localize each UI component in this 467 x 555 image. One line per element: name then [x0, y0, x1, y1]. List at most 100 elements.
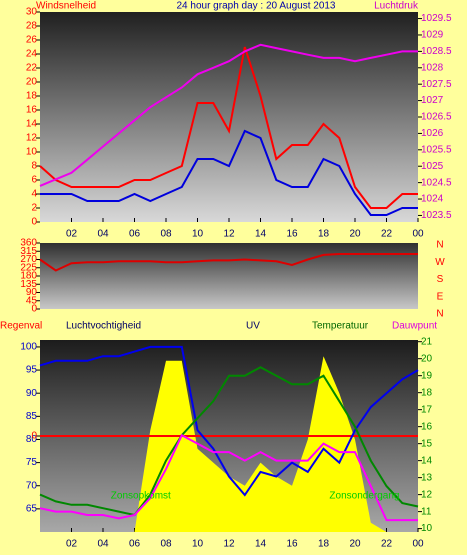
plot-area — [40, 12, 418, 222]
direction-label: E — [437, 291, 444, 302]
y-tick-label: 360 — [20, 238, 37, 249]
y-tick-label: 0 — [31, 304, 37, 315]
y2-tick-label: 1028.5 — [421, 46, 452, 57]
y-tick-label: 135 — [20, 279, 37, 290]
y2-tick-label: 1027.5 — [421, 79, 452, 90]
y3-tick-label: 0 — [31, 431, 37, 442]
line — [39, 345, 419, 497]
y2-tick-label: 12 — [421, 489, 433, 500]
y-tick-label: 65 — [26, 504, 38, 515]
x-tick-label: 10 — [192, 229, 204, 240]
line — [39, 253, 418, 272]
x-tick-label: 10 — [192, 539, 204, 550]
y2-tick-label: 15 — [421, 438, 433, 449]
direction-label: N — [436, 240, 443, 251]
y-tick-label: 95 — [26, 365, 38, 376]
y-tick-label: 4 — [31, 189, 37, 200]
y2-axis-label: Luchtdruk — [374, 1, 419, 12]
y2-tick-label: 19 — [421, 370, 433, 381]
y2-tick-label: 14 — [421, 455, 433, 466]
y-tick-label: 10 — [26, 147, 38, 158]
x-tick-label: 12 — [223, 229, 235, 240]
x-tick-label: 04 — [97, 539, 109, 550]
x-tick-label: 04 — [97, 229, 109, 240]
y-tick-label: 180 — [20, 271, 37, 282]
y2-tick-label: 1026 — [421, 128, 444, 139]
x-tick-label: 16 — [286, 539, 298, 550]
y-tick-label: 16 — [26, 105, 38, 116]
x-tick-label: 20 — [349, 229, 361, 240]
x-tick-label: 08 — [160, 539, 172, 550]
y2-tick-label: 1025 — [421, 161, 444, 172]
y2-tick-label: 20 — [421, 353, 433, 364]
y-tick-label: 85 — [26, 411, 38, 422]
y2-tick-label: 21 — [421, 336, 433, 347]
annotation: Zonsopkomst — [111, 491, 171, 502]
y-tick-label: 24 — [26, 49, 38, 60]
line — [39, 366, 419, 517]
x-tick-label: 18 — [318, 539, 330, 550]
y-tick-label: 75 — [26, 457, 38, 468]
y2-tick-label: 16 — [421, 421, 433, 432]
y-tick-label: 28 — [26, 21, 38, 32]
y2-tick-label: 1024 — [421, 194, 444, 205]
line — [39, 43, 418, 187]
plot-area — [40, 243, 418, 309]
annotation: Zonsondergang — [329, 491, 399, 502]
x-tick-label: 06 — [129, 229, 141, 240]
y2-tick-label: 1026.5 — [421, 112, 452, 123]
y-tick-label: 45 — [26, 295, 38, 306]
x-tick-label: 14 — [255, 229, 267, 240]
x-tick-label: 02 — [66, 229, 78, 240]
chart-title: 24 hour graph day : 20 August 2013 — [176, 1, 335, 12]
x-tick-label: 14 — [255, 539, 267, 550]
x-tick-label: 22 — [381, 229, 393, 240]
y2-tick-label: 17 — [421, 404, 433, 415]
line — [39, 433, 418, 522]
y-tick-label: 26 — [26, 35, 38, 46]
x-tick-label: 00 — [412, 539, 424, 550]
line — [39, 46, 418, 209]
x-tick-label: 22 — [381, 539, 393, 550]
area — [40, 356, 418, 532]
y-axis-label: Windsnelheid — [36, 1, 96, 12]
y-tick-label: 6 — [31, 175, 37, 186]
legend-entry: Dauwpunt — [392, 321, 437, 332]
y-tick-label: 12 — [26, 133, 38, 144]
direction-label: S — [437, 274, 444, 285]
y2-tick-label: 1028 — [421, 62, 444, 73]
y-tick-label: 18 — [26, 91, 38, 102]
x-tick-label: 12 — [223, 539, 235, 550]
y-tick-label: 2 — [31, 203, 37, 214]
y2-tick-label: 1029.5 — [421, 13, 452, 24]
y-tick-label: 90 — [26, 287, 38, 298]
x-tick-label: 16 — [286, 229, 298, 240]
y2-tick-label: 1025.5 — [421, 144, 452, 155]
y-tick-label: 270 — [20, 254, 37, 265]
y2-tick-label: 10 — [421, 523, 433, 534]
y-tick-label: 30 — [26, 7, 38, 18]
x-tick-label: 02 — [66, 539, 78, 550]
direction-label: N — [436, 309, 443, 320]
y-tick-label: 22 — [26, 63, 38, 74]
y-tick-label: 14 — [26, 119, 38, 130]
y2-tick-label: 1024.5 — [421, 177, 452, 188]
y-tick-label: 8 — [31, 161, 37, 172]
y-tick-label: 80 — [26, 434, 38, 445]
y-tick-label: 0 — [31, 217, 37, 228]
y-tick-label: 100 — [20, 342, 37, 353]
x-tick-label: 08 — [160, 229, 172, 240]
x-tick-label: 18 — [318, 229, 330, 240]
y-tick-label: 315 — [20, 246, 37, 257]
y2-tick-label: 11 — [421, 506, 432, 517]
legend-entry: Luchtvochtigheid — [66, 321, 141, 332]
y2-tick-label: 13 — [421, 472, 433, 483]
y2-tick-label: 18 — [421, 387, 433, 398]
x-tick-label: 00 — [412, 229, 424, 240]
x-tick-label: 20 — [349, 539, 361, 550]
line — [40, 129, 418, 216]
y-tick-label: 20 — [26, 77, 38, 88]
direction-label: W — [435, 257, 445, 268]
legend-entry: UV — [246, 321, 260, 332]
